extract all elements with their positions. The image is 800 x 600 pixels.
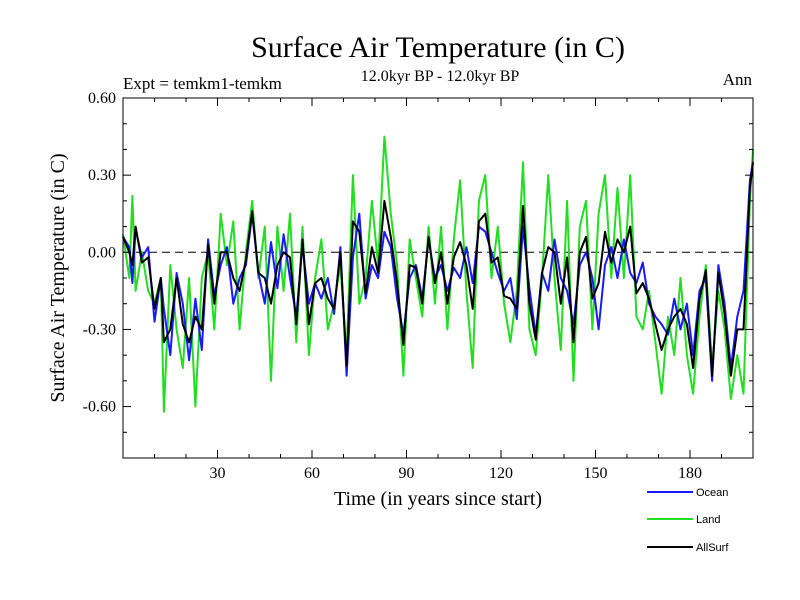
- y-tick-label--0.60: -0.60: [83, 399, 116, 416]
- x-tick-label-60: 60: [304, 465, 320, 482]
- period-label: Ann: [723, 70, 753, 89]
- legend: Ocean Land AllSurf: [647, 487, 729, 554]
- legend-land-label: Land: [696, 514, 720, 526]
- y-tick-label-0.30: 0.30: [88, 167, 116, 184]
- y-tick-label-0.60: 0.60: [88, 90, 116, 107]
- y-tick-label-0.00: 0.00: [88, 244, 116, 261]
- x-tick-label-180: 180: [678, 465, 702, 482]
- x-tick-label-30: 30: [210, 465, 226, 482]
- experiment-label: Expt = temkm1-temkm: [123, 74, 282, 93]
- chart-title: Surface Air Temperature (in C): [251, 31, 625, 64]
- ticks-layer: 30 60 90 120 150 180 0.60 0.30 0.00 -0.30 -0.60: [83, 90, 753, 482]
- chart-subtitle: 12.0kyr BP - 12.0kyr BP: [361, 68, 520, 85]
- legend-allsurf-label: AllSurf: [696, 542, 729, 554]
- series-line-land: [122, 135, 754, 413]
- legend-item-allsurf: AllSurf: [647, 542, 729, 554]
- series-line-allsurf: [122, 162, 754, 377]
- legend-item-land: Land: [647, 514, 720, 526]
- y-tick-label--0.30: -0.30: [83, 321, 116, 338]
- x-tick-label-150: 150: [584, 465, 608, 482]
- x-axis-label: Time (in years since start): [334, 488, 542, 510]
- x-tick-label-120: 120: [489, 465, 513, 482]
- legend-item-ocean: Ocean: [647, 487, 728, 499]
- series-layer: [122, 135, 754, 413]
- x-tick-label-90: 90: [399, 465, 415, 482]
- legend-ocean-label: Ocean: [696, 487, 728, 499]
- plot-frame: [122, 97, 754, 459]
- y-axis-label: Surface Air Temperature (in C): [47, 153, 69, 402]
